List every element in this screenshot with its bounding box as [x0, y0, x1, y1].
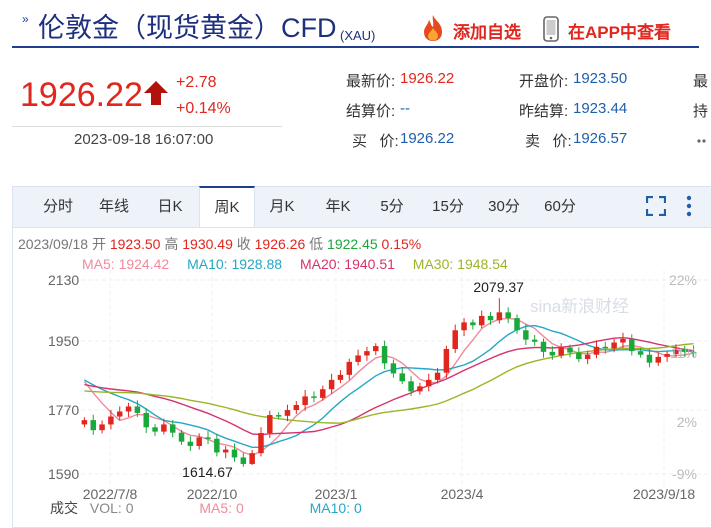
- field-value-settle: --: [400, 100, 410, 117]
- last-price: 1926.22: [20, 76, 143, 114]
- field-label-bid: 买 价:: [352, 133, 399, 150]
- ma-legend: MA5: 1924.42 MA10: 1928.88 MA20: 1940.51…: [82, 256, 508, 272]
- field-label-open: 开盘价:: [519, 73, 569, 90]
- ma20-value: 1940.51: [344, 256, 395, 272]
- ohlc-high: 1930.49: [182, 236, 233, 252]
- field-label-position: 持: [693, 103, 709, 120]
- price-change-pct: +0.14%: [176, 100, 231, 117]
- price-change: +2.78: [176, 74, 217, 91]
- period-tab-bar: 分时 年线 日K 周K 月K 年K 5分 15分 30分 60分: [13, 186, 711, 228]
- ma5-legend: MA5: 1924.42: [82, 256, 169, 272]
- tab-yearly-k[interactable]: 年K: [325, 198, 351, 215]
- ma30-label: MA30:: [412, 256, 454, 272]
- field-label-ask: 卖 价:: [525, 133, 572, 150]
- ma10-label: MA10:: [187, 256, 228, 272]
- volume-label: 成交: [50, 500, 78, 516]
- fullscreen-icon[interactable]: [646, 196, 666, 216]
- tab-weekly-k[interactable]: 周K: [199, 186, 255, 227]
- up-arrow-icon: [144, 81, 168, 105]
- ohlc-open: 1923.50: [109, 236, 161, 252]
- ohlc-high-label: 高: [164, 236, 179, 252]
- fire-icon[interactable]: [420, 14, 446, 42]
- ohlc-pct: 0.15%: [381, 236, 422, 252]
- field-value-bid: 1926.22: [400, 130, 455, 147]
- more-options-icon[interactable]: [684, 195, 694, 217]
- tab-minute[interactable]: 分时: [42, 198, 73, 215]
- tab-5min[interactable]: 5分: [380, 198, 404, 215]
- field-value-ask: 1926.57: [573, 130, 628, 147]
- ohlc-low: 1922.45: [327, 236, 378, 252]
- vol-value: 0: [125, 500, 134, 516]
- ohlc-low-label: 低: [309, 236, 324, 252]
- vol-ma10-label: MA10:: [309, 500, 351, 516]
- header-underline: [12, 46, 699, 48]
- ohlc-close: 1926.26: [254, 236, 306, 252]
- ohlc-date: 2023/09/18: [18, 236, 89, 252]
- ma20-legend: MA20: 1940.51: [300, 256, 395, 272]
- tab-30min[interactable]: 30分: [488, 198, 520, 215]
- phone-icon: [543, 16, 559, 42]
- ma30-value: 1948.54: [457, 256, 508, 272]
- field-label-settle: 结算价:: [346, 103, 396, 120]
- expand-icon[interactable]: »: [22, 12, 29, 26]
- tab-year-line[interactable]: 年线: [98, 198, 129, 215]
- vol-ma5-label: MA5:: [199, 500, 233, 516]
- view-in-app-button[interactable]: 在APP中查看: [568, 23, 671, 42]
- ma5-value: 1924.42: [118, 256, 170, 272]
- ma10-value: 1928.88: [231, 256, 283, 272]
- tab-15min[interactable]: 15分: [432, 198, 464, 215]
- page-title: 伦敦金（现货黄金）CFD: [38, 13, 337, 43]
- ma10-legend: MA10: 1928.88: [187, 256, 282, 272]
- add-favorite-button[interactable]: 添加自选: [453, 23, 521, 42]
- more-fields-icon[interactable]: [695, 134, 709, 148]
- vol-label: VOL:: [89, 500, 122, 516]
- ohlc-close-label: 收: [236, 236, 251, 252]
- tab-daily-k[interactable]: 日K: [157, 198, 183, 215]
- volume-legend: 成交 VOL: 0 MA5: 0 MA10: 0: [50, 498, 362, 518]
- field-value-latest: 1926.22: [400, 70, 455, 87]
- quote-divider: [12, 126, 282, 127]
- ma20-label: MA20:: [299, 256, 341, 272]
- field-value-prev-settle: 1923.44: [573, 100, 628, 117]
- tab-60min[interactable]: 60分: [544, 198, 576, 215]
- ma30-legend: MA30: 1948.54: [413, 256, 508, 272]
- field-label-prev-settle: 昨结算:: [519, 103, 569, 120]
- ohlc-open-label: 开: [91, 236, 106, 252]
- ohlc-info-line: 2023/09/18 开 1923.50 高 1930.49 收 1926.26…: [18, 234, 421, 254]
- vol-ma10-value: 0: [354, 500, 362, 516]
- page-header: [0, 0, 711, 48]
- tab-monthly-k[interactable]: 月K: [269, 198, 295, 215]
- field-value-open: 1923.50: [573, 70, 628, 87]
- quote-time: 2023-09-18 16:07:00: [74, 131, 214, 148]
- ma5-label: MA5:: [82, 256, 115, 272]
- field-label-latest: 最新价:: [346, 73, 396, 90]
- vol-ma5-value: 0: [235, 500, 244, 516]
- field-label-high: 最: [693, 73, 709, 90]
- symbol-code: (XAU): [340, 28, 376, 43]
